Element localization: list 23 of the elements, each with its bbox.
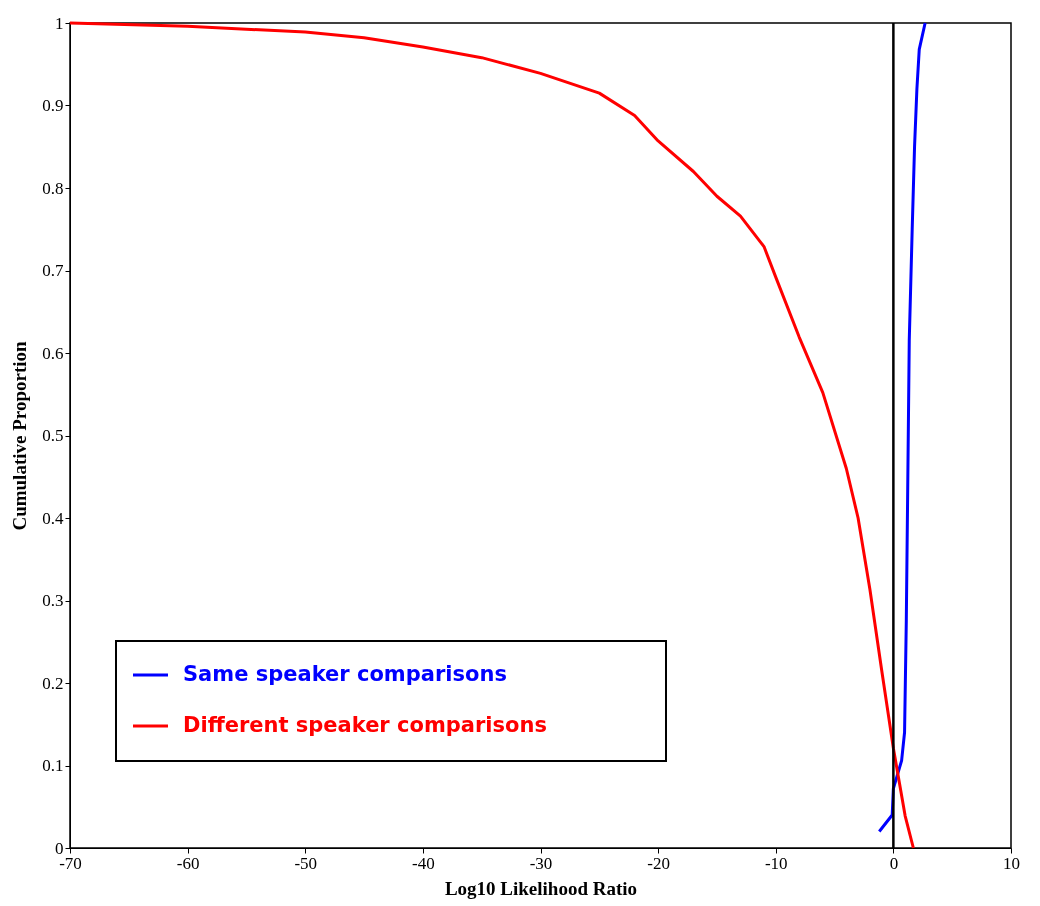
legend-label: Same speaker comparisons xyxy=(183,662,507,686)
x-tick-label: -60 xyxy=(176,853,200,873)
y-tick-label: 0.8 xyxy=(42,178,64,198)
y-tick-label: 0.5 xyxy=(42,426,64,445)
x-tick-label: -50 xyxy=(294,853,318,873)
line-series xyxy=(877,21,927,833)
x-tick-label: -30 xyxy=(529,853,553,873)
y-tick-label: 1 xyxy=(55,13,64,33)
y-axis-title: Cumulative Proportion xyxy=(9,341,31,531)
x-tick-label: -20 xyxy=(647,853,670,873)
x-axis-title: Log10 Likelihood Ratio xyxy=(444,877,638,899)
legend-label: Different speaker comparisons xyxy=(183,713,547,737)
x-tick-label: -10 xyxy=(764,853,788,873)
y-tick-label: 0.4 xyxy=(42,508,64,528)
y-tick-label: 0.2 xyxy=(42,673,64,693)
y-tick-label: 0.7 xyxy=(42,261,64,280)
x-tick-label: 0 xyxy=(889,853,899,873)
x-tick-label: -40 xyxy=(412,853,435,873)
y-tick-label: 0.1 xyxy=(42,756,64,775)
x-tick-label: 10 xyxy=(1003,853,1020,873)
y-tick-label: 0.3 xyxy=(42,591,64,610)
y-tick-label: 0.6 xyxy=(42,343,64,363)
y-tick-label: 0.9 xyxy=(42,96,64,115)
